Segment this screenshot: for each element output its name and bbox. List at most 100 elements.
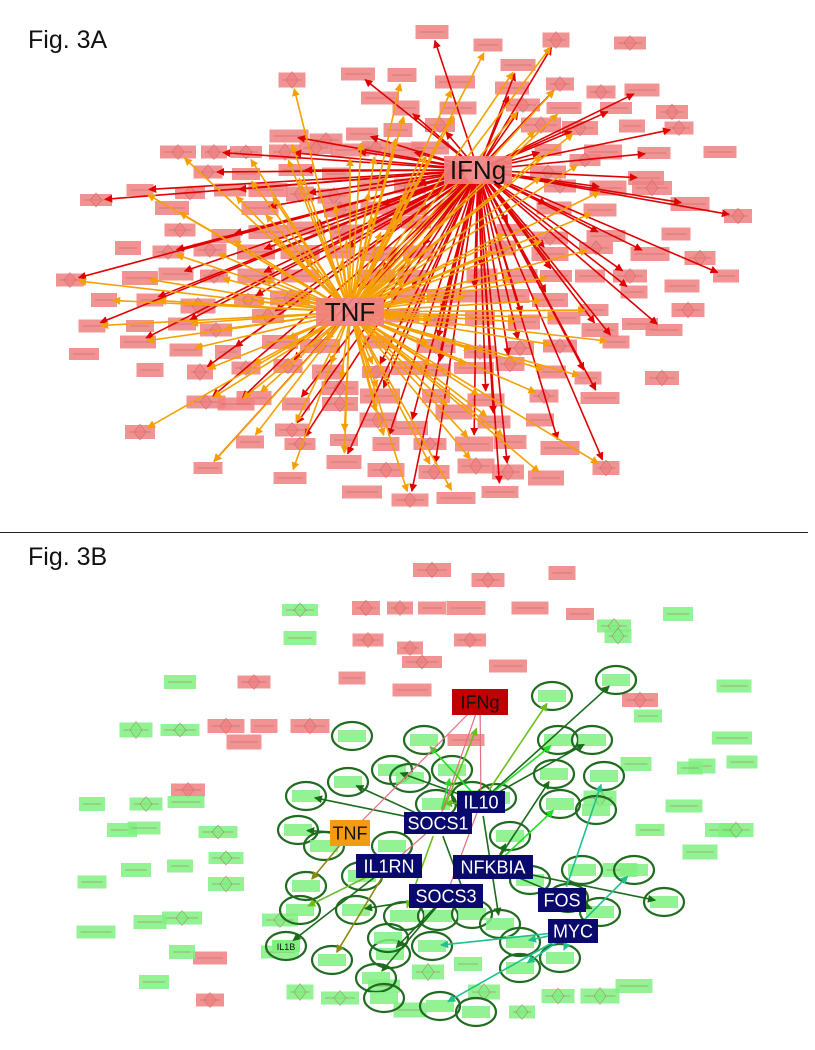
gene-node <box>232 168 260 180</box>
gene-node <box>341 67 375 81</box>
gene-node <box>489 659 527 673</box>
target-label: IL1B <box>277 942 296 952</box>
gene-node <box>493 435 527 449</box>
target-gene-node <box>488 820 532 852</box>
ifng-edge <box>482 182 604 461</box>
tnf-edge <box>363 312 608 345</box>
gene-node <box>164 222 196 238</box>
gene-node <box>415 25 449 39</box>
gene-node <box>413 561 451 579</box>
hub-node-nfkbia: NFKBIA <box>453 855 533 879</box>
gene-node <box>592 459 620 477</box>
ifng-edge <box>485 180 596 324</box>
gene-node <box>495 355 525 373</box>
tnf-edge <box>355 193 407 300</box>
target-gene-node <box>410 930 454 962</box>
target-gene-node <box>570 724 614 756</box>
regulatory-edge <box>500 780 550 856</box>
gene-node <box>198 824 238 840</box>
target-gene-node <box>326 766 370 798</box>
gene-node <box>454 632 486 648</box>
gene-node <box>682 844 718 860</box>
panel-b-label: Fig. 3B <box>28 543 108 571</box>
ifng-edge <box>308 171 465 196</box>
regulatory-edge <box>355 785 426 818</box>
tnf-edge <box>146 313 337 344</box>
gene-node <box>119 720 153 740</box>
tnf-edge <box>354 231 382 300</box>
tnf-edge <box>360 320 540 473</box>
gene-node <box>317 186 351 206</box>
target-gene-node <box>330 720 374 752</box>
gene-node <box>615 979 653 993</box>
tnf-edge <box>352 325 386 437</box>
ifng-edge <box>268 171 465 210</box>
hub-node-myc: MYC <box>548 919 598 943</box>
gene-node <box>724 207 752 225</box>
gene-node <box>208 875 244 893</box>
gene-node <box>321 379 359 397</box>
tnf-edge <box>147 318 339 429</box>
ifng-edge <box>486 180 611 336</box>
hub-edge <box>445 801 482 897</box>
gene-node <box>630 247 670 261</box>
gene-node <box>534 144 562 156</box>
tnf-edge <box>158 296 337 312</box>
gene-node <box>511 601 549 615</box>
tnf-edge <box>363 313 552 348</box>
gene-node <box>663 607 693 621</box>
ifng-edge <box>145 175 466 339</box>
gene-node <box>574 371 602 385</box>
hub-node-socs3: SOCS3 <box>409 884 483 908</box>
gene-node <box>193 951 227 965</box>
ifng-edge <box>77 172 465 280</box>
ifng-edge <box>490 93 635 165</box>
regulatory-edge <box>399 771 469 799</box>
regulatory-edge <box>440 931 560 949</box>
hub-label: SOCS1 <box>407 813 468 833</box>
tnf-edge <box>363 311 556 322</box>
gene-node <box>56 272 84 288</box>
tnf-edge <box>207 316 338 370</box>
target-node-il1b: IL1B <box>272 940 300 952</box>
gene-node <box>684 249 716 267</box>
gene-node <box>236 435 264 449</box>
hub-edge <box>479 701 482 803</box>
hub-node-ifng: IFNg <box>444 155 512 185</box>
gene-node <box>338 671 366 685</box>
gene-node <box>160 722 200 738</box>
regulatory-edge <box>565 783 603 887</box>
regulatory-edge <box>582 875 629 922</box>
gene-node <box>455 436 493 452</box>
gene-node <box>167 859 193 873</box>
target-gene-node <box>310 944 354 976</box>
gene-node <box>186 394 226 410</box>
tnf-edge <box>292 87 348 299</box>
hub-label: NFKBIA <box>460 857 525 877</box>
gene-node <box>477 415 511 429</box>
gene-node <box>76 925 116 939</box>
ifng-edge <box>491 171 730 218</box>
regulatory-edge <box>490 685 610 794</box>
tnf-edge <box>250 180 343 302</box>
gene-node <box>712 731 752 745</box>
gene-node <box>635 824 665 836</box>
gene-node <box>566 608 594 620</box>
target-gene-node <box>334 894 378 926</box>
ifng-edge <box>489 177 624 272</box>
gene-node <box>583 788 617 808</box>
tnf-edge <box>342 240 351 299</box>
target-gene-node <box>418 990 462 1022</box>
tnf-edge <box>351 192 372 299</box>
tnf-edge <box>356 323 453 491</box>
gene-node <box>468 982 500 1002</box>
tnf-edge <box>358 322 471 460</box>
hub-node-ifng: IFNg <box>452 689 508 715</box>
tnf-edge <box>190 312 337 327</box>
gene-node <box>457 456 495 476</box>
ifng-edge <box>491 127 671 168</box>
tnf-edge <box>217 252 338 308</box>
hub-label: IL1RN <box>363 856 414 876</box>
regulatory-edge <box>488 702 548 791</box>
